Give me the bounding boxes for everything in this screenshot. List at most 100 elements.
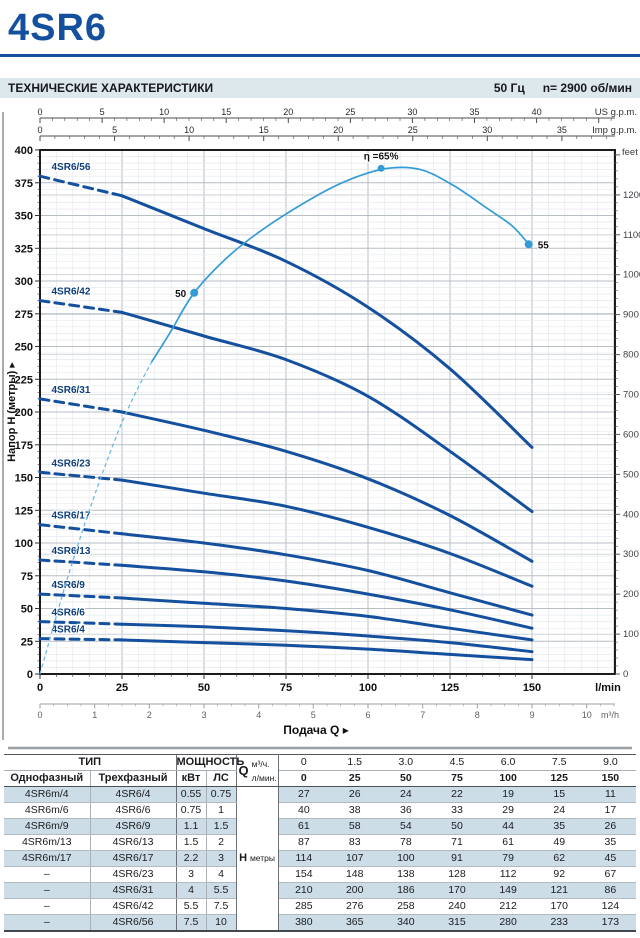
svg-text:m³/h: m³/h	[601, 710, 619, 720]
svg-text:700: 700	[623, 390, 639, 401]
cell-head-value: 258	[380, 898, 432, 915]
q-m3h-value: 4.5	[431, 754, 483, 771]
q-m3h-value: 0	[278, 754, 330, 771]
svg-text:375: 375	[15, 178, 33, 190]
svg-text:55: 55	[538, 240, 550, 251]
svg-text:0: 0	[27, 669, 33, 681]
cell-head-value: 285	[278, 898, 330, 915]
cell-head-value: 200	[329, 882, 381, 899]
efficiency-marker	[190, 288, 199, 297]
svg-text:2: 2	[147, 710, 152, 720]
svg-text:300: 300	[15, 276, 33, 288]
svg-text:15: 15	[259, 125, 269, 135]
cell-head-value: 36	[380, 802, 432, 819]
cell-single-phase: 4SR6m/9	[4, 818, 90, 835]
table-row: – 4SR6/31 4 5.5 210 200 186 170 149 121 86	[4, 882, 636, 899]
svg-text:50: 50	[175, 289, 187, 300]
svg-text:l/min: l/min	[595, 682, 621, 694]
spec-table: ТИП МОЩНОСТЬ Q м³/ч. л/мин. 0 1.5 3.0 4.5 6.0…	[4, 754, 636, 932]
cell-head-value: 148	[329, 866, 381, 883]
cell-three-phase: 4SR6/4	[89, 786, 177, 803]
table-header-row-2: Однофазный Трехфазный кВт ЛС 0 25 50 75 100 1…	[4, 770, 636, 787]
svg-text:15: 15	[221, 107, 231, 117]
efficiency-curve: 50 55 η =65%	[39, 150, 550, 675]
svg-text:200: 200	[15, 407, 33, 419]
cell-kw: 0.75	[175, 802, 207, 819]
page-header: 4SR6	[0, 0, 640, 57]
q-lmin-value: 50	[380, 770, 432, 787]
cell-head-value: 26	[329, 786, 381, 803]
cell-head-value: 114	[278, 850, 330, 867]
pump-curve-4SR6-23: 4SR6/23	[38, 457, 534, 588]
cell-head-value: 124	[584, 898, 636, 915]
cell-head-value: 33	[431, 802, 483, 819]
svg-text:40: 40	[532, 107, 542, 117]
q-unit-m3h: м³/ч.	[251, 758, 270, 769]
cell-head-value: 17	[584, 802, 636, 819]
cell-head-value: 58	[329, 818, 381, 835]
q-label: Q	[238, 763, 249, 778]
cell-hp: 0.75	[205, 786, 237, 803]
q-lmin-value: 75	[431, 770, 483, 787]
cell-head-value: 15	[533, 786, 585, 803]
svg-text:8: 8	[475, 710, 480, 720]
svg-text:6: 6	[365, 710, 370, 720]
svg-text:4: 4	[256, 710, 261, 720]
cell-head-value: 210	[278, 882, 330, 899]
single-phase-header: Однофазный	[4, 770, 90, 787]
svg-text:4SR6/9: 4SR6/9	[52, 580, 86, 591]
cell-head-value: 29	[482, 802, 534, 819]
cell-head-value: 154	[278, 866, 330, 883]
svg-text:100: 100	[623, 629, 639, 640]
cell-head-value: 24	[380, 786, 432, 803]
h-meters-label: H метры	[235, 786, 279, 931]
cell-hp: 3	[205, 850, 237, 867]
svg-text:10: 10	[582, 710, 592, 720]
cell-head-value: 24	[533, 802, 585, 819]
cell-single-phase: 4SR6m/4	[4, 786, 90, 803]
cell-head-value: 40	[278, 802, 330, 819]
table-row: – 4SR6/56 7.5 10 380 365 340 315 280 233 173	[4, 914, 636, 931]
svg-text:η =65%: η =65%	[364, 151, 399, 162]
cell-head-value: 26	[584, 818, 636, 835]
cell-head-value: 138	[380, 866, 432, 883]
svg-text:1200: 1200	[623, 190, 640, 201]
q-m3h-value: 9.0	[584, 754, 636, 771]
q-lmin-value: 150	[584, 770, 636, 787]
cell-head-value: 365	[329, 914, 381, 931]
svg-text:10: 10	[184, 125, 194, 135]
q-lmin-value: 100	[482, 770, 534, 787]
svg-text:500: 500	[623, 469, 639, 480]
svg-text:4SR6/42: 4SR6/42	[52, 287, 91, 298]
svg-text:325: 325	[15, 243, 33, 255]
cell-kw: 0.55	[175, 786, 207, 803]
svg-text:5: 5	[311, 710, 316, 720]
chart-grid	[39, 149, 615, 674]
cell-head-value: 71	[431, 834, 483, 851]
cell-head-value: 27	[278, 786, 330, 803]
axis-us_gpm: 0 5 10 15 20 25 30 35 40 US g.p.m.	[37, 107, 637, 123]
cell-head-value: 91	[431, 850, 483, 867]
svg-text:US g.p.m.: US g.p.m.	[595, 107, 637, 118]
q-header: Q м³/ч. л/мин.	[235, 754, 279, 787]
cell-head-value: 61	[482, 834, 534, 851]
axis-m3h: 0 1 2 3 4 5 6 7 8 9 10 m³/h	[37, 703, 619, 720]
cell-head-value: 107	[329, 850, 381, 867]
svg-text:5: 5	[100, 107, 105, 117]
svg-text:25: 25	[21, 636, 33, 648]
cell-single-phase: –	[4, 898, 90, 915]
cell-head-value: 22	[431, 786, 483, 803]
cell-head-value: 128	[431, 866, 483, 883]
svg-text:1000: 1000	[623, 270, 640, 281]
cell-kw: 2.2	[175, 850, 207, 867]
cell-hp: 7.5	[205, 898, 237, 915]
svg-text:100: 100	[359, 682, 377, 694]
cell-three-phase: 4SR6/42	[89, 898, 177, 915]
table-row: 4SR6m/13 4SR6/13 1.5 2 87 83 78 71 61 49 35	[4, 834, 636, 851]
cell-head-value: 380	[278, 914, 330, 931]
svg-text:50: 50	[198, 682, 210, 694]
svg-text:feet: feet	[622, 147, 638, 158]
cell-head-value: 62	[533, 850, 585, 867]
cell-kw: 4	[175, 882, 207, 899]
cell-head-value: 86	[584, 882, 636, 899]
